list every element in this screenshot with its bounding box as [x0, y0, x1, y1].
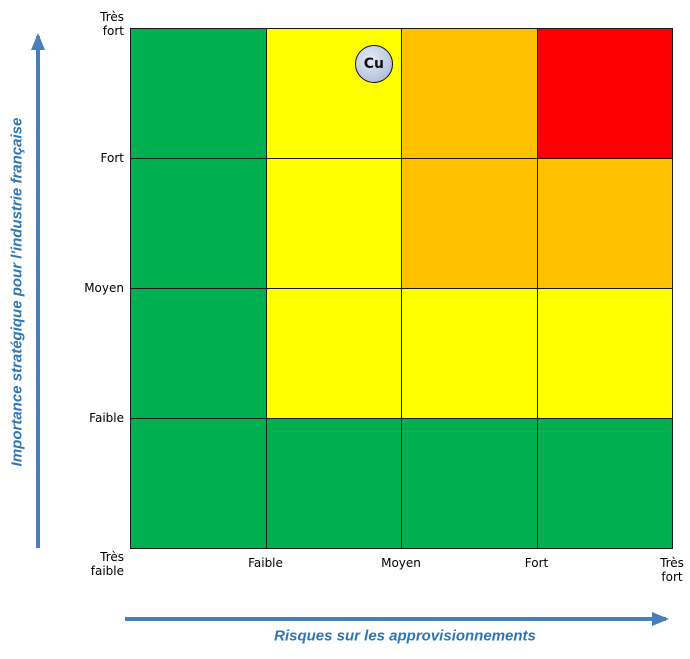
matrix-cell-green	[130, 158, 267, 289]
copper-marker: Cu	[354, 45, 393, 84]
x-tick-fort: Fort	[524, 556, 549, 570]
y-tick-tres-fort: Très fort	[100, 10, 124, 38]
arrow-head	[652, 612, 669, 626]
matrix-cell-orange	[536, 158, 673, 289]
x-axis-arrow	[125, 612, 669, 626]
y-tick-moyen: Moyen	[84, 281, 124, 295]
y-axis-title: Importance stratégique pour l'industrie …	[8, 117, 26, 467]
x-tick-moyen: Moyen	[381, 556, 421, 570]
y-tick-fort: Fort	[100, 151, 124, 165]
marker-label: Cu	[363, 56, 385, 73]
arrow-head	[31, 33, 45, 50]
matrix-cell-yellow	[265, 158, 402, 289]
matrix-cell-orange	[401, 158, 538, 289]
y-tick-tres-faible: Très faible	[90, 550, 124, 578]
matrix-cell-green	[265, 418, 402, 549]
x-axis-title: Risques sur les approvisionnements	[274, 627, 536, 645]
matrix-cell-green	[130, 288, 267, 419]
y-tick-faible: Faible	[89, 411, 124, 425]
x-tick-tres-fort: Très fort	[660, 556, 684, 584]
y-axis-arrow	[31, 33, 45, 548]
matrix-cell-green	[401, 418, 538, 549]
x-tick-faible: Faible	[248, 556, 283, 570]
risk-matrix-grid	[130, 28, 673, 549]
matrix-cell-red	[536, 28, 673, 159]
matrix-cell-yellow	[401, 288, 538, 419]
matrix-cell-yellow	[265, 288, 402, 419]
matrix-cell-orange	[401, 28, 538, 159]
matrix-cell-yellow	[536, 288, 673, 419]
matrix-cell-green	[130, 418, 267, 549]
matrix-cell-green	[536, 418, 673, 549]
matrix-cell-green	[130, 28, 267, 159]
